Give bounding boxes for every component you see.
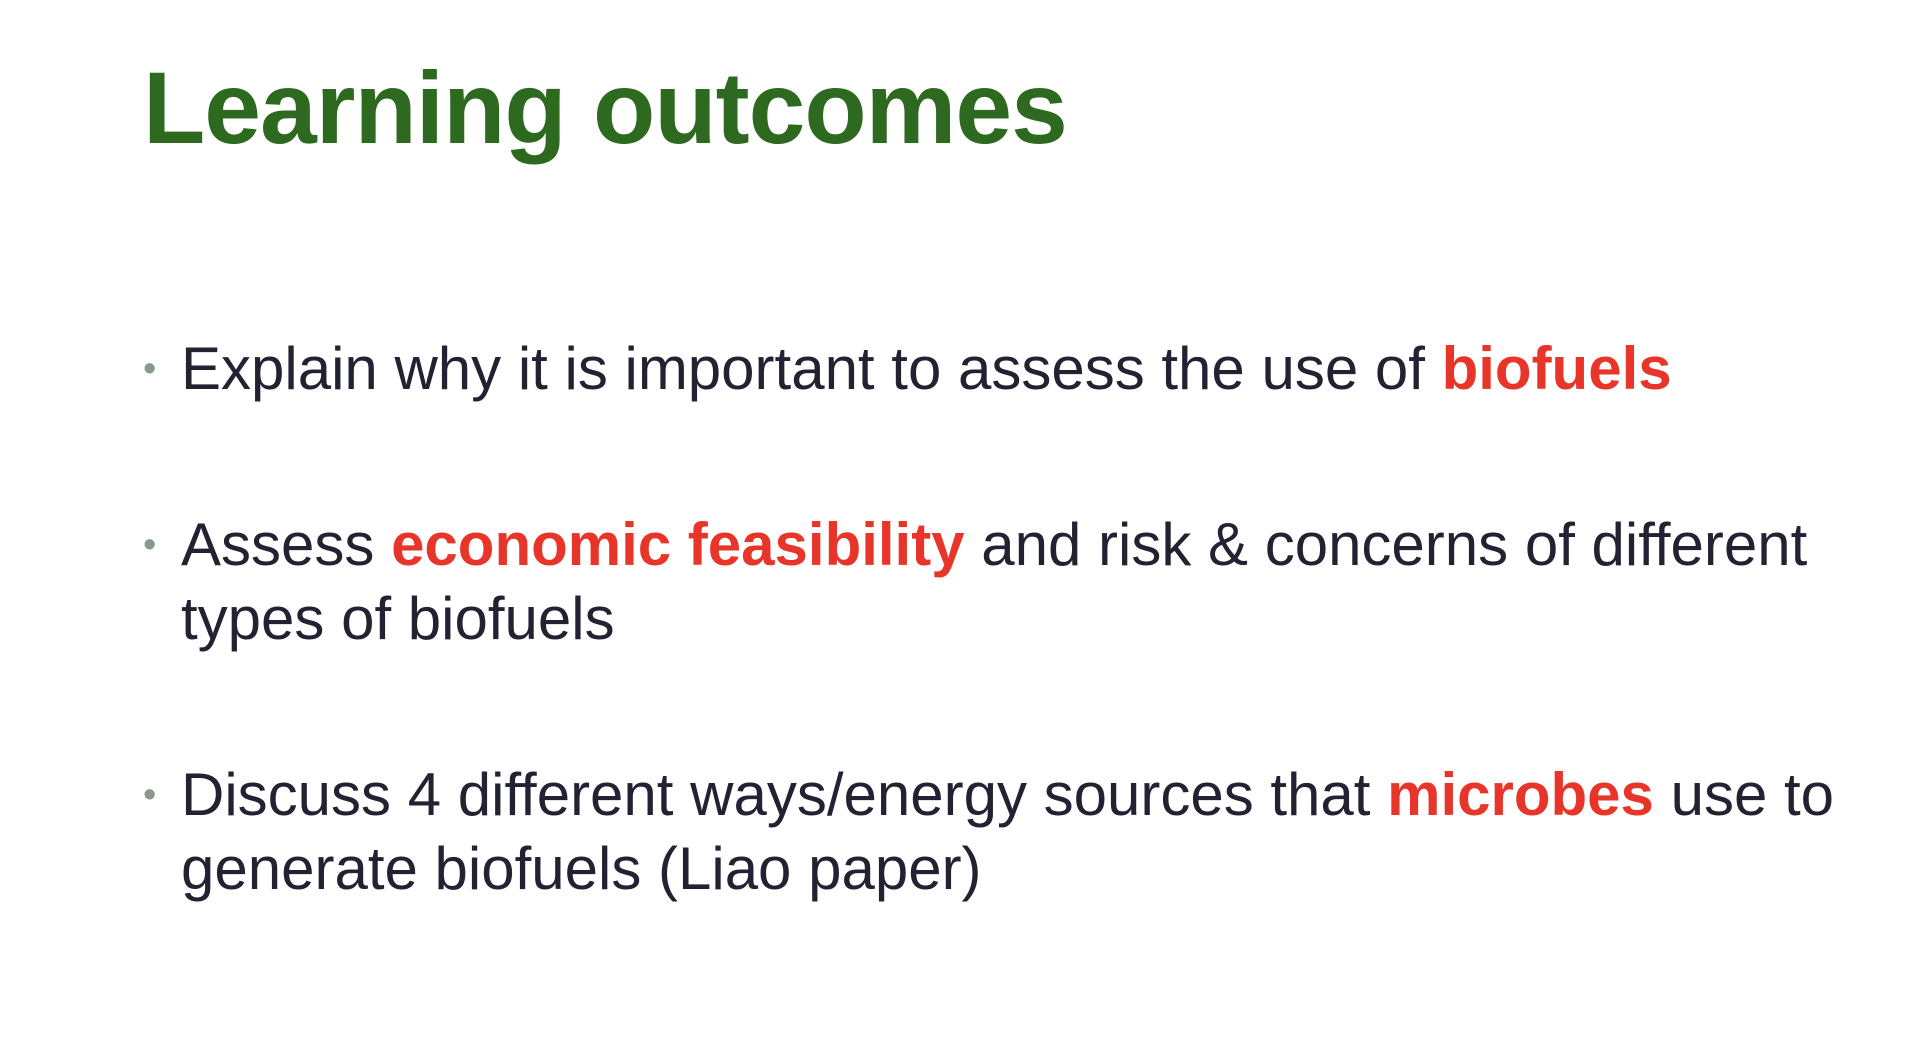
bullet-icon: • [143, 348, 157, 390]
bullet-text-before: Explain why it is important to assess th… [181, 335, 1442, 402]
bullet-highlight: microbes [1387, 761, 1654, 828]
bullet-text: Assess economic feasibility and risk & c… [181, 511, 1807, 652]
bullet-highlight: economic feasibility [391, 511, 965, 578]
bullet-text: Discuss 4 different ways/energy sources … [181, 761, 1834, 902]
bullet-item-microbes: • Discuss 4 different ways/energy source… [143, 758, 1843, 906]
bullet-text: Explain why it is important to assess th… [181, 335, 1672, 402]
bullet-icon: • [143, 774, 157, 816]
slide-title: Learning outcomes [143, 51, 1068, 165]
bullet-text-after: and risk & concerns of different types o… [181, 511, 1808, 652]
bullet-item-economic-feasibility: • Assess economic feasibility and risk &… [143, 508, 1843, 656]
bullet-item-biofuels-importance: • Explain why it is important to assess … [143, 332, 1843, 406]
bullet-text-before: Assess [181, 511, 392, 578]
bullet-icon: • [143, 524, 157, 566]
bullet-text-after: use to generate biofuels (Liao paper) [181, 761, 1835, 902]
bullet-highlight: biofuels [1441, 335, 1672, 402]
learning-outcomes-list: • Explain why it is important to assess … [143, 332, 1843, 1008]
bullet-text-before: Discuss 4 different ways/energy sources … [181, 761, 1388, 828]
